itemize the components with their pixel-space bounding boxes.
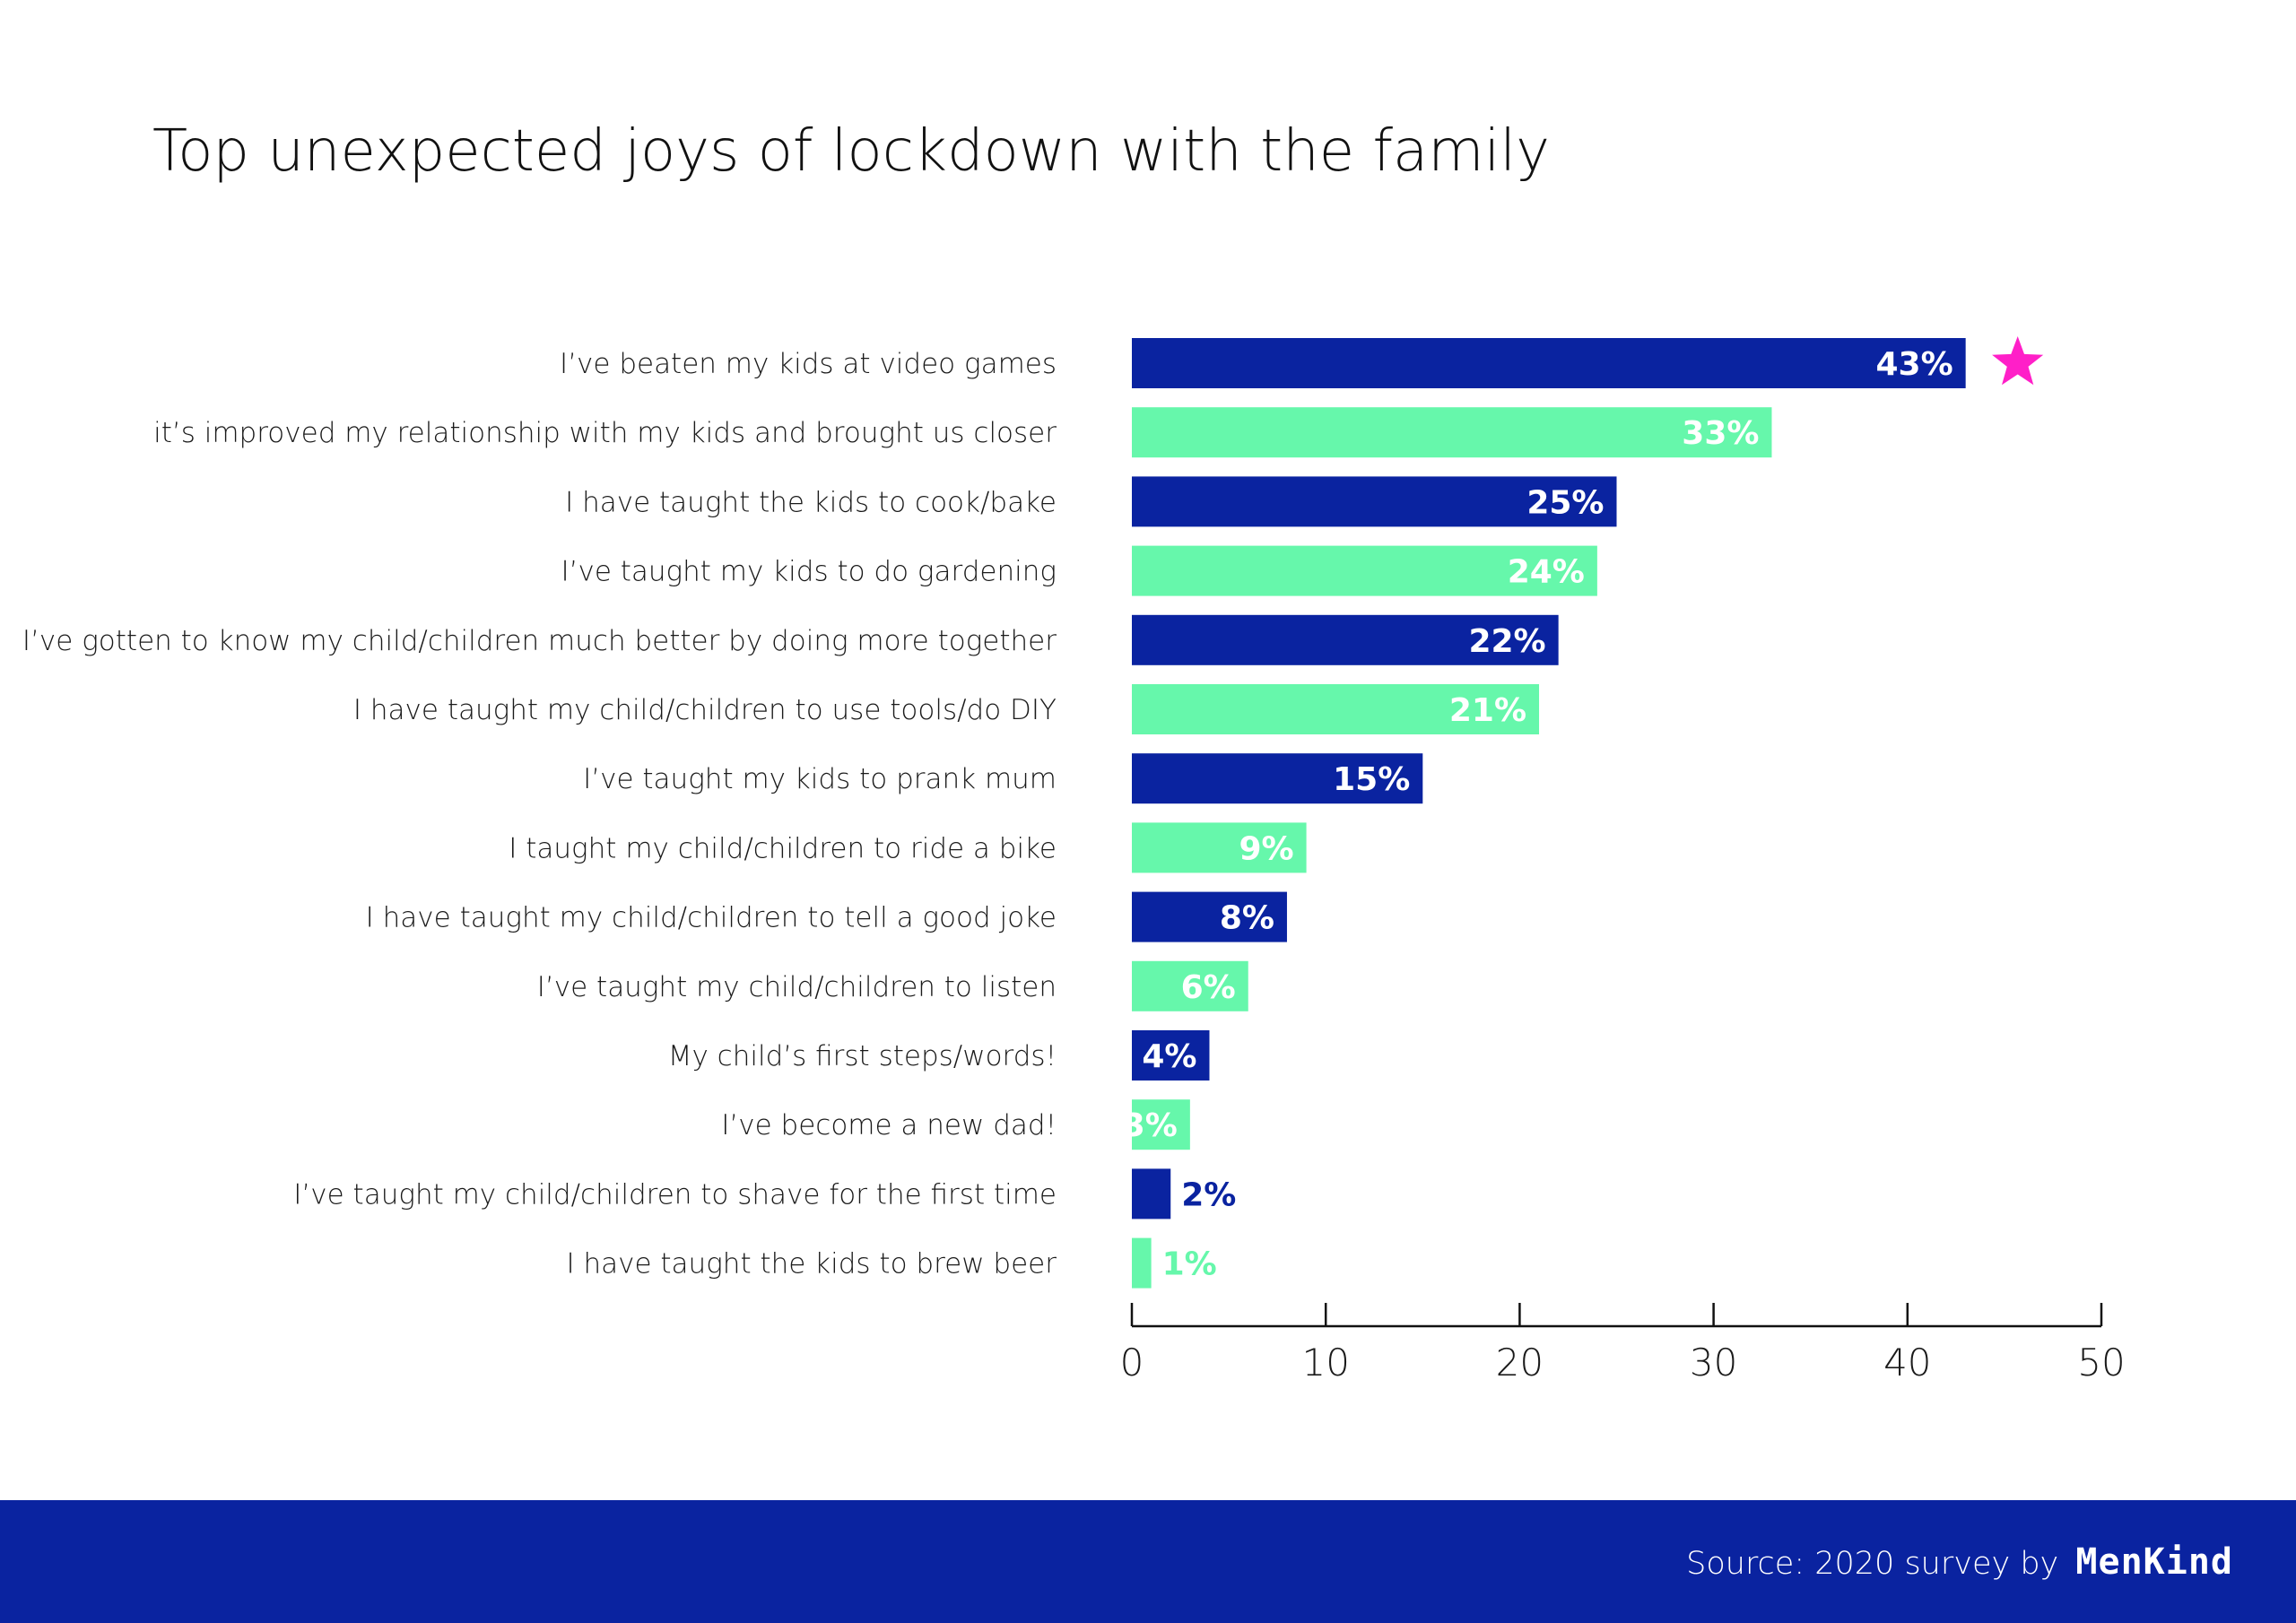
bar <box>1132 960 1248 1011</box>
x-tick-label: 40 <box>1883 1341 1931 1384</box>
category-label: I’ve gotten to know my child/children mu… <box>22 625 1057 657</box>
category-label: My child’s first steps/words! <box>668 1040 1057 1072</box>
x-tick-label: 10 <box>1301 1341 1349 1384</box>
value-label: 24% <box>1508 554 1585 591</box>
value-label: 6% <box>1181 969 1236 1006</box>
bar <box>1132 476 1617 527</box>
value-label: 9% <box>1239 830 1293 867</box>
value-label: 25% <box>1526 484 1604 521</box>
x-tick-label: 50 <box>2077 1341 2125 1384</box>
category-label: I’ve taught my child/children to listen <box>537 971 1057 1003</box>
footer: Source: 2020 survey by MenKind <box>0 1500 2296 1623</box>
value-label: 4% <box>1142 1038 1196 1075</box>
category-label: I have taught the kids to brew beer <box>566 1248 1057 1280</box>
category-label: I have taught my child/children to use t… <box>353 694 1057 726</box>
x-tick-label: 30 <box>1690 1341 1737 1384</box>
category-label: I’ve become a new dad! <box>721 1109 1057 1141</box>
category-label: I have taught the kids to cook/bake <box>565 486 1057 518</box>
brand-logo: MenKind <box>2075 1541 2233 1583</box>
bar <box>1132 891 1287 942</box>
source-line: Source: 2020 survey by MenKind <box>1686 1541 2233 1583</box>
value-label: 3% <box>1123 1107 1178 1144</box>
bar <box>1132 822 1307 873</box>
bar <box>1132 338 1966 388</box>
bar <box>1132 1237 1152 1289</box>
bars-group: I’ve beaten my kids at video games 43% it’… <box>22 336 2044 1289</box>
source-text: Source: 2020 survey by <box>1686 1546 2059 1582</box>
category-label: I’ve beaten my kids at video games <box>560 348 1057 380</box>
bar <box>1132 545 1597 596</box>
bar <box>1132 1099 1190 1150</box>
chart-title: Top unexpected joys of lockdown with the… <box>152 118 1550 185</box>
bar <box>1132 1168 1171 1219</box>
value-label: 15% <box>1333 761 1410 798</box>
category-label: it’s improved my relationship with my ki… <box>153 417 1057 449</box>
bar <box>1132 1030 1210 1081</box>
x-tick-label: 20 <box>1496 1341 1544 1384</box>
value-label: 1% <box>1162 1246 1217 1283</box>
value-label: 2% <box>1181 1176 1236 1213</box>
bar <box>1132 753 1423 804</box>
star-icon <box>1992 336 2044 386</box>
bar <box>1132 407 1772 458</box>
category-label: I taught my child/children to ride a bik… <box>509 832 1057 864</box>
x-tick-label: 0 <box>1120 1341 1144 1384</box>
x-axis: 0 10 20 30 40 50 <box>1120 1303 2126 1384</box>
value-label: 33% <box>1682 415 1759 452</box>
bar <box>1132 684 1540 734</box>
bar <box>1132 614 1559 665</box>
value-label: 22% <box>1468 623 1545 660</box>
category-label: I’ve taught my child/children to shave f… <box>293 1178 1057 1211</box>
category-label: I’ve taught my kids to do gardening <box>561 556 1057 588</box>
category-label: I have taught my child/children to tell … <box>366 902 1057 934</box>
value-label: 8% <box>1220 900 1274 937</box>
value-label: 21% <box>1449 692 1526 729</box>
category-label: I’ve taught my kids to prank mum <box>583 763 1057 795</box>
value-label: 43% <box>1875 346 1952 383</box>
